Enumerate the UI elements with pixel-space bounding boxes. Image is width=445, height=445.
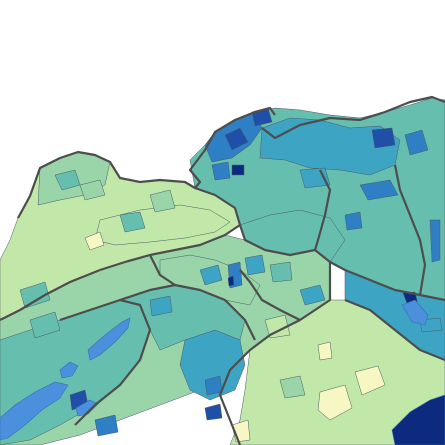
commune [317,341,333,361]
lake-morat [75,399,99,417]
canton-border [17,106,276,219]
commune [149,295,173,317]
commune [279,375,306,399]
canton-border [393,164,427,296]
lake-geneva [0,381,69,441]
commune-layer [19,107,443,443]
canton-border [313,169,332,251]
lake-southeast [391,394,445,445]
commune [227,275,235,287]
commune [359,179,399,201]
commune [371,127,396,149]
canton-border [0,224,241,321]
lake-south-small [59,361,79,379]
lake-layer [0,299,445,445]
lake-east [401,299,429,326]
canton-border-layer [0,95,445,445]
commune [119,211,146,233]
commune [79,179,106,201]
commune [429,219,441,263]
commune [94,414,119,437]
canton-border [59,298,152,426]
commune [149,189,176,213]
commune [199,264,223,286]
canton-border [218,262,332,445]
commune [317,384,353,421]
commune [354,365,386,396]
canton-border [261,95,445,140]
commune [231,164,245,176]
canton-border [344,298,445,362]
commune [29,311,61,339]
commune [224,127,249,151]
commune [204,403,223,421]
commune [264,314,291,339]
canton-border [119,283,256,341]
canton-border [239,269,301,321]
commune [19,281,51,309]
canton-border [194,186,445,302]
commune [84,231,105,251]
commune [299,167,331,189]
commune [299,284,326,306]
canton-border [149,254,176,286]
commune [269,261,293,283]
commune [404,129,429,156]
commune [211,161,231,181]
lake-neuchatel [87,317,131,361]
commune [344,211,363,231]
commune [244,254,266,276]
